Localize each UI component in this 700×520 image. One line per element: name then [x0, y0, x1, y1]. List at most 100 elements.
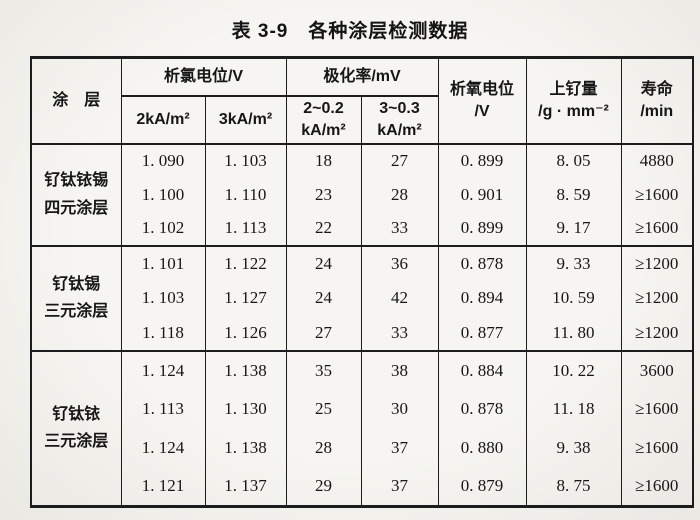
table-cell: 0. 899 [437, 142, 527, 178]
table-cell: ≥1600 [620, 467, 694, 507]
table-row: 1. 102 1. 113 22 33 0. 899 9. 17 ≥1600 [31, 211, 694, 246]
table-cell: 24 [285, 280, 362, 316]
table-cell: 35 [285, 349, 362, 390]
table-cell: 1. 090 [120, 142, 206, 178]
table-cell: 33 [360, 211, 439, 246]
table-body: 钌钛铱锡 四元涂层 1. 090 1. 103 18 27 0. 899 8. 05 4880… [30, 142, 694, 507]
table-row: 1. 100 1. 110 23 28 0. 901 8. 59 ≥1600 [31, 177, 694, 212]
table-row: 钌钛铱 三元涂层 1. 124 1. 138 35 38 0. 884 10. 22 3600 [30, 349, 694, 507]
coating-group-label: 钌钛锡 三元涂层 [30, 244, 122, 351]
table-cell: 1. 100 [120, 177, 206, 212]
table-row: 钌钛锡 三元涂层 1. 101 1. 122 24 36 0. 878 9. 33 ≥1200 [30, 244, 694, 351]
table-cell: 9. 33 [525, 244, 622, 281]
coating-data-table: 涂 层 析氯电位/V 极化率/mV 析氧电位 /V 上钌量 /g · mm⁻² … [30, 56, 695, 508]
table-cell: ≥1600 [620, 211, 694, 246]
header-range-3-03: 3~0.3 kA/m² [360, 95, 439, 145]
table-row: 1. 118 1. 126 27 33 0. 877 11. 80 ≥1200 [31, 315, 694, 351]
table-cell: 0. 880 [437, 428, 527, 468]
table-cell: ≥1600 [620, 389, 694, 429]
table-cell: 1. 127 [204, 280, 287, 316]
table-row: 钌钛铱锡 四元涂层 1. 090 1. 103 18 27 0. 899 8. 05 4880 [30, 142, 694, 246]
header-lifetime: 寿命 /min [620, 57, 694, 145]
table-cell: 1. 126 [204, 315, 287, 351]
table-cell: 42 [360, 280, 439, 316]
table-cell: 0. 894 [437, 280, 527, 316]
table-cell: 10. 22 [525, 349, 622, 390]
table-cell: 8. 75 [525, 467, 622, 507]
table-cell: 4880 [620, 142, 694, 178]
table-cell: 18 [285, 142, 362, 178]
table-cell: 0. 901 [437, 177, 527, 212]
table-cell: ≥1200 [620, 315, 694, 351]
table-cell: 1. 138 [204, 428, 287, 468]
table-cell: 28 [285, 428, 362, 468]
table-cell: 9. 17 [525, 211, 622, 246]
header-range-2-02: 2~0.2 kA/m² [285, 95, 362, 145]
table-cell: 1. 110 [204, 177, 287, 212]
header-current-2ka: 2kA/m² [120, 95, 206, 145]
table-cell: 1. 138 [204, 349, 287, 390]
table-cell: 1. 102 [120, 211, 206, 246]
table-cell: 9. 38 [525, 428, 622, 468]
table-cell: 0. 877 [437, 315, 527, 351]
coating-group-label: 钌钛铱 三元涂层 [30, 349, 122, 507]
table-cell: 0. 884 [437, 349, 527, 390]
table-cell: 33 [360, 315, 439, 351]
header-ruthenium-loading: 上钌量 /g · mm⁻² [525, 57, 622, 145]
table-row: 1. 103 1. 127 24 42 0. 894 10. 59 ≥1200 [31, 280, 694, 316]
table-cell: 27 [285, 315, 362, 351]
table-cell: 8. 59 [525, 177, 622, 212]
table-cell: 1. 103 [204, 142, 287, 178]
header-chlorine-potential: 析氯电位/V [120, 57, 287, 97]
table-cell: 1. 124 [120, 428, 206, 468]
table-cell: 22 [285, 211, 362, 246]
table-cell: 29 [285, 467, 362, 507]
table-cell: 1. 113 [120, 389, 206, 429]
table-cell: 1. 103 [120, 280, 206, 316]
table-cell: ≥1200 [620, 280, 694, 316]
table-cell: 8. 05 [525, 142, 622, 178]
table-cell: 25 [285, 389, 362, 429]
table-cell: 38 [360, 349, 439, 390]
table-cell: 0. 878 [437, 389, 527, 429]
table-cell: 37 [360, 467, 439, 507]
table-cell: 1. 124 [120, 349, 206, 390]
table-cell: ≥1600 [620, 177, 694, 212]
table-cell: 11. 18 [525, 389, 622, 429]
table-cell: 1. 121 [120, 467, 206, 507]
table-cell: 0. 878 [437, 244, 527, 281]
table-cell: 10. 59 [525, 280, 622, 316]
table-cell: 0. 879 [437, 467, 527, 507]
table-cell: 27 [360, 142, 439, 178]
table-cell: 1. 118 [120, 315, 206, 351]
table-cell: 23 [285, 177, 362, 212]
table-cell: 0. 899 [437, 211, 527, 246]
header-current-3ka: 3kA/m² [204, 95, 287, 145]
header-row-2: 2kA/m² 3kA/m² 2~0.2 kA/m² 3~0.3 kA/m² [31, 95, 693, 145]
table-cell: 1. 130 [204, 389, 287, 429]
table-cell: 1. 122 [204, 244, 287, 281]
header-oxygen-potential: 析氧电位 /V [437, 57, 527, 145]
header-row-1: 涂 层 析氯电位/V 极化率/mV 析氧电位 /V 上钌量 /g · mm⁻² … [30, 57, 694, 145]
table-header: 涂 层 析氯电位/V 极化率/mV 析氧电位 /V 上钌量 /g · mm⁻² … [30, 57, 694, 145]
table-row: 1. 124 1. 138 28 37 0. 880 9. 38 ≥1600 [31, 428, 694, 468]
table-title: 表 3-9 各种涂层检测数据 [231, 21, 469, 42]
table-cell: 37 [360, 428, 439, 468]
coating-group-label: 钌钛铱锡 四元涂层 [30, 142, 122, 246]
table-cell: 1. 137 [204, 467, 287, 507]
table-cell: 11. 80 [525, 315, 622, 351]
table-cell: 1. 101 [120, 244, 206, 281]
table-cell: 3600 [620, 349, 694, 390]
table-cell: 24 [285, 244, 362, 281]
table-row: 1. 121 1. 137 29 37 0. 879 8. 75 ≥1600 [31, 467, 694, 507]
table-cell: 28 [360, 177, 439, 212]
table-cell: 1. 113 [204, 211, 287, 246]
header-polarization-rate: 极化率/mV [285, 57, 439, 97]
table-cell: 36 [360, 244, 439, 281]
table-row: 1. 113 1. 130 25 30 0. 878 11. 18 ≥1600 [31, 389, 694, 429]
table-cell: ≥1600 [620, 428, 694, 468]
table-cell: ≥1200 [620, 244, 694, 281]
header-coating: 涂 层 [30, 57, 122, 145]
table-cell: 30 [360, 389, 439, 429]
